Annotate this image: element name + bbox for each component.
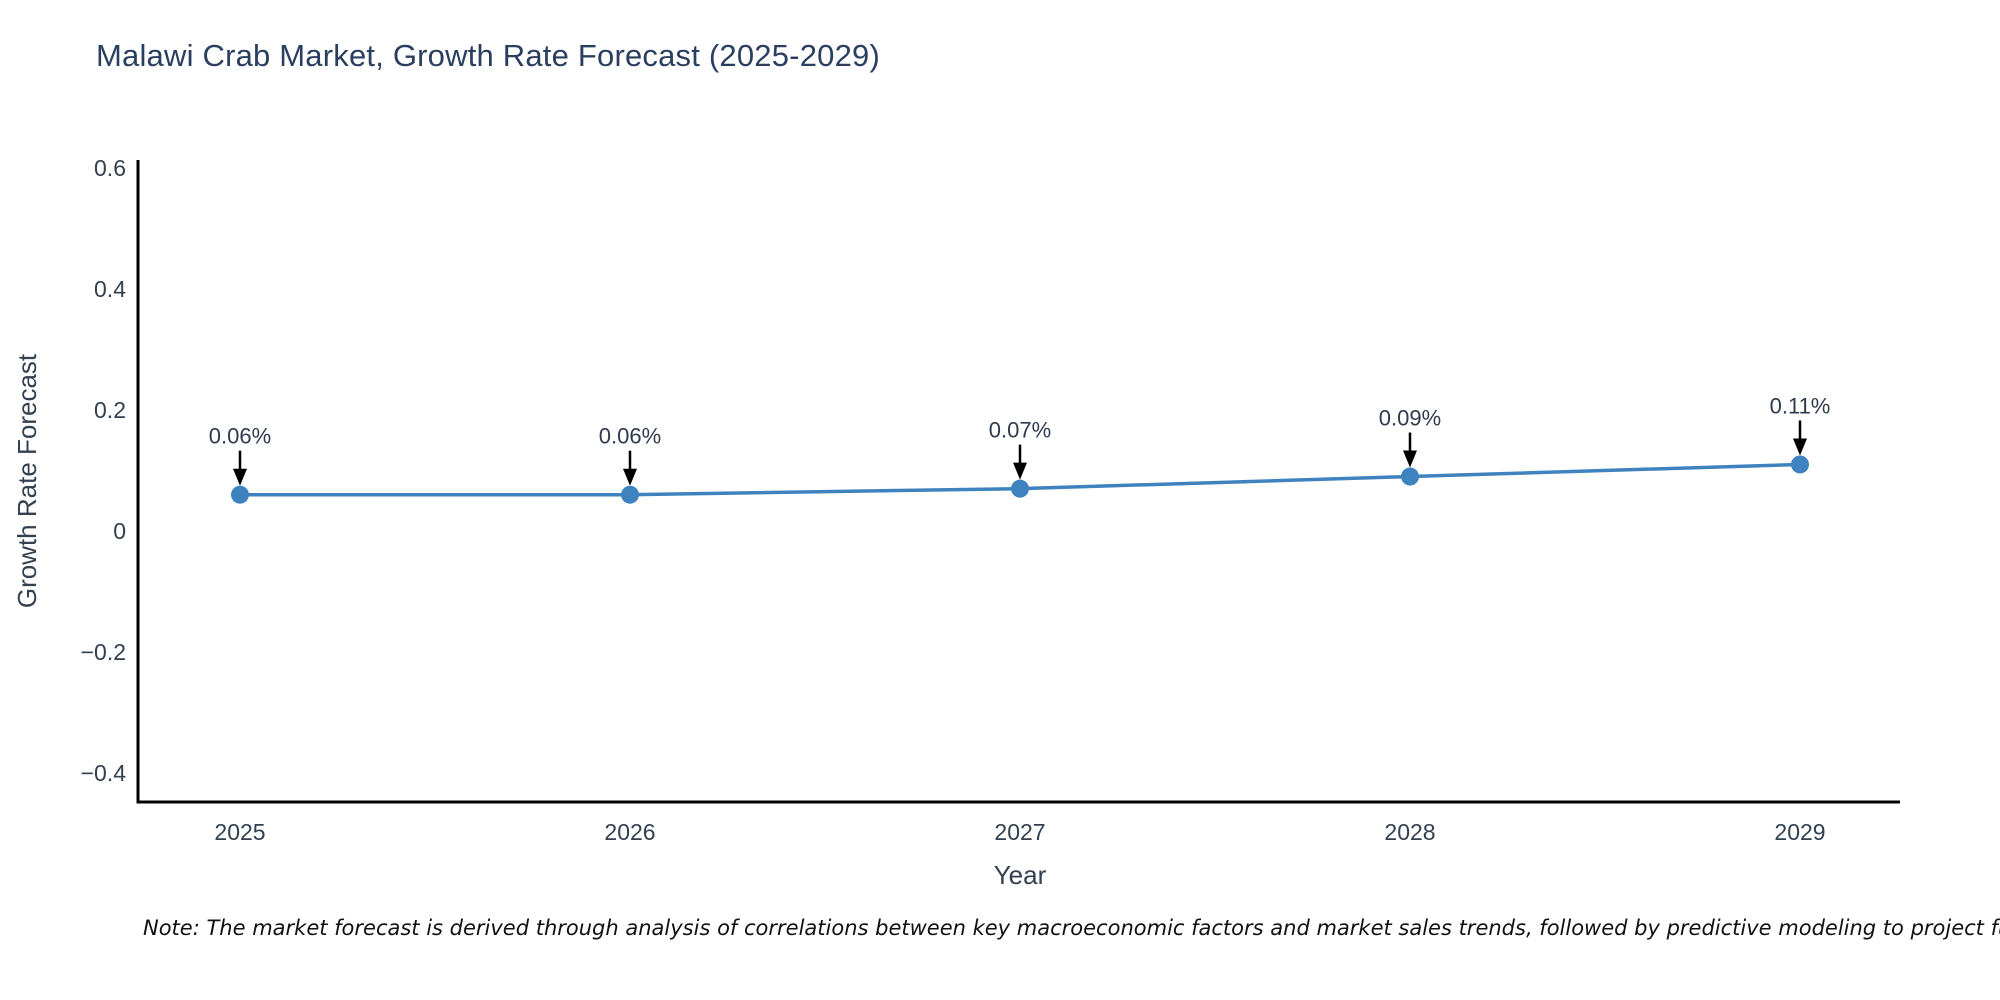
x-tick-label: 2029 bbox=[1774, 819, 1825, 845]
data-point-label: 0.11% bbox=[1770, 393, 1831, 418]
y-tick-label: 0.6 bbox=[94, 155, 126, 181]
data-point-marker bbox=[1401, 467, 1419, 486]
x-tick-label: 2025 bbox=[214, 819, 265, 845]
data-point-marker bbox=[1791, 455, 1809, 474]
footnote: Note: The market forecast is derived thr… bbox=[143, 916, 2000, 940]
data-point-marker bbox=[231, 485, 249, 504]
x-tick-label: 2028 bbox=[1384, 819, 1435, 845]
x-axis-title: Year bbox=[994, 860, 1047, 890]
x-tick-label: 2026 bbox=[604, 819, 655, 845]
y-axis-title: Growth Rate Forecast bbox=[12, 353, 42, 608]
y-tick-label: 0 bbox=[113, 518, 126, 544]
data-point-label: 0.09% bbox=[1379, 406, 1441, 431]
y-tick-label: −0.2 bbox=[81, 639, 126, 665]
x-tick-label: 2027 bbox=[994, 819, 1045, 845]
data-point-marker bbox=[621, 485, 639, 504]
y-tick-label: 0.2 bbox=[94, 397, 126, 423]
data-point-label: 0.07% bbox=[989, 418, 1051, 443]
annotation-arrowhead-icon bbox=[233, 468, 247, 486]
y-tick-label: 0.4 bbox=[94, 276, 126, 302]
data-point-label: 0.06% bbox=[209, 424, 271, 449]
data-point-label: 0.06% bbox=[599, 424, 661, 449]
annotation-arrowhead-icon bbox=[623, 468, 637, 486]
plot-area: 0.6 0.4 0.2 0 −0.2 −0.4 2025 2026 2027 2028 2029 0.… bbox=[81, 155, 1831, 845]
annotation-arrowhead-icon bbox=[1793, 438, 1807, 456]
y-tick-label: −0.4 bbox=[81, 760, 127, 786]
annotation-arrowhead-icon bbox=[1403, 450, 1417, 468]
annotation-arrowhead-icon bbox=[1013, 462, 1027, 480]
data-point-marker bbox=[1011, 479, 1029, 498]
chart-title: Malawi Crab Market, Growth Rate Forecast… bbox=[96, 38, 880, 73]
